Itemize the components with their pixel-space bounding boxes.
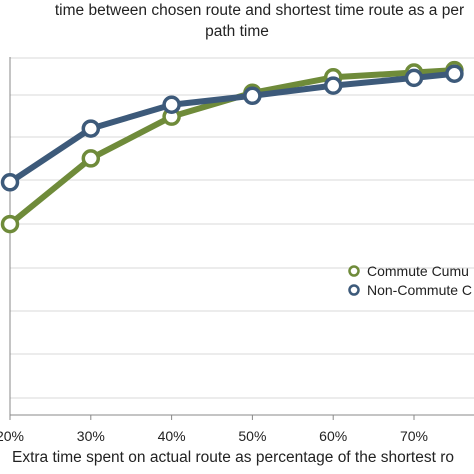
data-point <box>162 95 181 114</box>
chart-title-line-2: path time <box>205 23 269 40</box>
data-point <box>0 173 20 192</box>
data-point <box>404 68 424 88</box>
x-tick-label: 30% <box>77 428 105 444</box>
chart-title-line-1: time between chosen route and shortest t… <box>54 2 465 19</box>
data-point <box>81 149 101 168</box>
data-point <box>445 64 464 83</box>
data-point <box>0 214 20 234</box>
data-point <box>81 119 101 138</box>
series-line-non-commute <box>8 70 455 185</box>
x-tick-label: 20% <box>0 428 24 444</box>
series-line-commute <box>8 67 455 227</box>
x-tick-label: 40% <box>158 428 186 444</box>
legend-label: Non-Commute C <box>367 282 472 298</box>
x-axis-label: Extra time spent on actual route as perc… <box>12 449 454 466</box>
x-tick-label: 70% <box>400 428 428 444</box>
legend-marker <box>348 284 360 296</box>
data-point <box>243 86 262 106</box>
legend-marker <box>348 265 360 277</box>
x-tick-label: 50% <box>238 428 266 444</box>
data-point <box>323 76 343 95</box>
chart-title: time between chosen route and shortest t… <box>0 0 474 42</box>
legend-label: Commute Cumu <box>367 263 469 279</box>
x-tick-label: 60% <box>319 428 347 444</box>
